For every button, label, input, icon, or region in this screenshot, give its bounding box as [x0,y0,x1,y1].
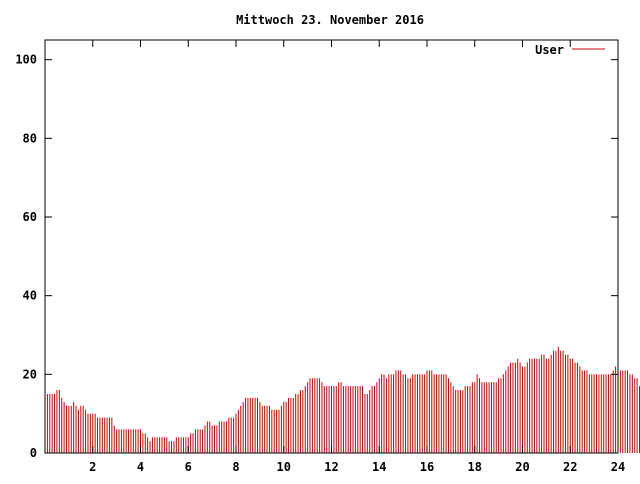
y-tick-label: 80 [23,131,37,145]
x-tick-label: 18 [468,460,482,474]
x-tick-label: 24 [611,460,625,474]
x-tick-label: 2 [89,460,96,474]
x-tick-label: 16 [420,460,434,474]
y-tick-label: 100 [15,53,37,67]
legend-label: User [535,43,564,57]
x-tick-label: 10 [277,460,291,474]
legend: User [535,43,605,57]
x-tick-label: 14 [372,460,386,474]
chart-title: Mittwoch 23. November 2016 [236,13,424,27]
y-tick-label: 20 [23,367,37,381]
y-tick-label: 40 [23,289,37,303]
bar-series [44,346,640,453]
x-tick-label: 4 [137,460,144,474]
y-tick-label: 0 [30,446,37,460]
x-tick-label: 12 [324,460,338,474]
x-tick-label: 22 [563,460,577,474]
x-tick-label: 8 [232,460,239,474]
x-tick-label: 6 [185,460,192,474]
y-tick-label: 60 [23,210,37,224]
x-tick-label: 20 [515,460,529,474]
